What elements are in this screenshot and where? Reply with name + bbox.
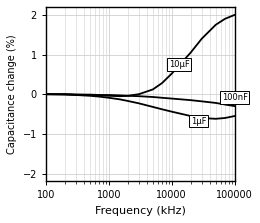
Text: 10μF: 10μF [169,60,190,69]
X-axis label: Frequency (kHz): Frequency (kHz) [95,206,186,216]
Text: 1μF: 1μF [191,117,206,126]
Y-axis label: Capacitance change (%): Capacitance change (%) [7,34,17,154]
Text: 100nF: 100nF [222,93,248,102]
